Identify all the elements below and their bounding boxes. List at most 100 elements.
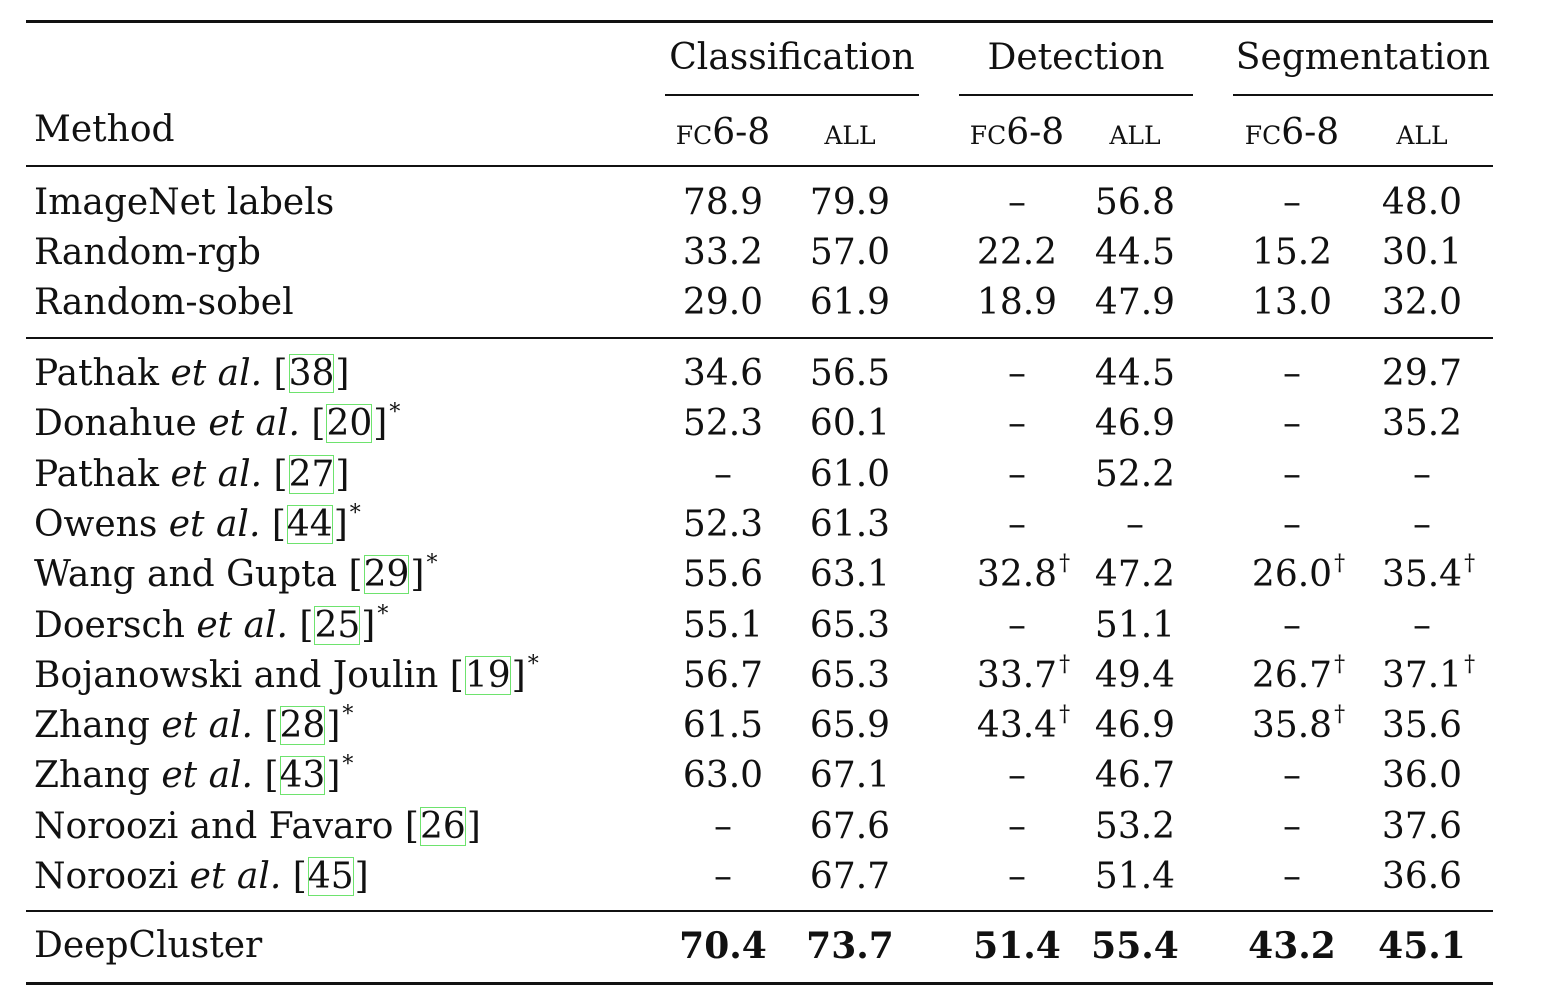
value-text: 47.2 [1094,554,1176,595]
value-text: – [1008,403,1026,444]
value-text: 46.9 [1094,403,1176,444]
value-text: 57.0 [809,232,891,273]
et-al-text: et al. [168,504,261,545]
value-text: – [1283,353,1301,394]
author-name: Pathak [34,454,159,495]
value-cell: 33.7 † [957,654,1077,694]
value-text: – [714,806,732,847]
value-text: 53.2 [1094,806,1176,847]
author-name: Owens [34,504,158,545]
group-header-classification: Classification [669,37,915,78]
value-text: – [1413,454,1431,495]
value-cell: 61.3 [790,507,910,543]
method-name: Bojanowski and Joulin [19]* [34,652,539,696]
value-cell: 36.0 [1362,758,1482,794]
value-text: – [714,856,732,897]
value-cell: – [1232,809,1352,845]
dagger-mark: † [1059,551,1071,576]
value-cell: 56.7 [663,658,783,694]
method-name: Noroozi and Favaro [26] [34,806,481,847]
value-text: 61.5 [682,705,764,746]
value-text: 37.6 [1381,806,1463,847]
subheader-fc68: fc6-8 [675,112,771,153]
author-name: Noroozi [34,856,179,897]
value-cell: 13.0 [1232,285,1352,321]
value-cell: – [1232,859,1352,895]
value-cell: 49.4 [1075,658,1195,694]
value-cell: 44.5 [1075,356,1195,392]
asterisk-mark: * [527,652,539,677]
value-cell: 51.4 [1075,859,1195,895]
top-rule [26,20,1493,23]
value-cell: – [1362,608,1482,644]
value-text: 26.0 [1251,554,1333,595]
value-text: 32.8 [976,554,1058,595]
value-text: 43.2 [1248,925,1336,967]
value-text: 35.2 [1381,403,1463,444]
value-cell: 65.3 [790,608,910,644]
value-cell: 37.1 † [1362,654,1482,694]
method-name: DeepCluster [34,925,263,966]
value-text: – [1008,454,1026,495]
value-cell: 53.2 [1075,809,1195,845]
author-name: Zhang [34,755,150,796]
value-cell: 48.0 [1362,185,1482,221]
subheader-fc68: fc6-8 [969,112,1065,153]
value-text: 51.1 [1094,605,1176,646]
asterisk-mark: * [377,602,389,627]
et-al-text: et al. [196,605,288,646]
value-cell: – [957,356,1077,392]
value-cell: 56.8 [1075,185,1195,221]
value-text: – [1283,504,1301,545]
value-text: – [1283,755,1301,796]
subheader-fc68: fc6-8 [1244,112,1340,153]
value-cell: 35.8 † [1232,704,1352,746]
value-cell: – [957,507,1077,543]
author-name: Donahue [34,403,197,444]
value-text: 35.4 [1381,554,1463,595]
author-name: Wang and Gupta [34,554,338,595]
value-text: 67.6 [809,806,891,847]
subheader-all: all [824,112,876,153]
value-cell: 51.1 [1075,608,1195,644]
value-cell: – [957,185,1077,221]
method-name: Pathak et al. [27] [34,454,350,495]
value-cell: 52.3 [663,507,783,543]
value-cell: 65.3 [790,658,910,694]
value-text: 49.4 [1094,655,1176,696]
value-cell: – [663,457,783,493]
value-cell: 33.2 [663,235,783,271]
value-cell: 35.4 † [1362,553,1482,595]
value-cell: – [1232,507,1352,543]
value-text: 30.1 [1381,232,1463,273]
dagger-mark: † [1334,702,1346,727]
value-text: 63.0 [682,755,764,796]
value-cell: – [1362,457,1482,493]
value-text: – [1283,182,1301,223]
value-text: 55.6 [682,554,764,595]
value-cell: – [1232,608,1352,644]
citation-ref: 44 [286,504,333,545]
value-cell: 32.0 [1362,285,1482,321]
value-text: 35.6 [1381,705,1463,746]
value-text: 43.4 [976,705,1058,746]
citation-ref: 38 [288,353,335,394]
value-cell: 60.1 [790,406,910,442]
value-text: – [1008,182,1026,223]
value-text: 35.8 [1251,705,1333,746]
value-cell: – [957,608,1077,644]
value-cell: 26.7 † [1232,654,1352,694]
et-al-text: et al. [170,353,263,394]
value-text: 36.0 [1381,755,1463,796]
group-rule-classification [665,94,919,96]
value-cell: 79.9 [790,185,910,221]
citation-ref: 28 [279,705,326,746]
value-cell: – [1232,457,1352,493]
method-name: Noroozi et al. [45] [34,856,369,897]
baseline-rule [26,337,1493,339]
author-name: Zhang [34,705,150,746]
value-text: 61.0 [809,454,891,495]
citation-ref: 27 [288,454,335,495]
dagger-mark: † [1334,551,1346,576]
value-cell: 51.4 [957,928,1077,964]
